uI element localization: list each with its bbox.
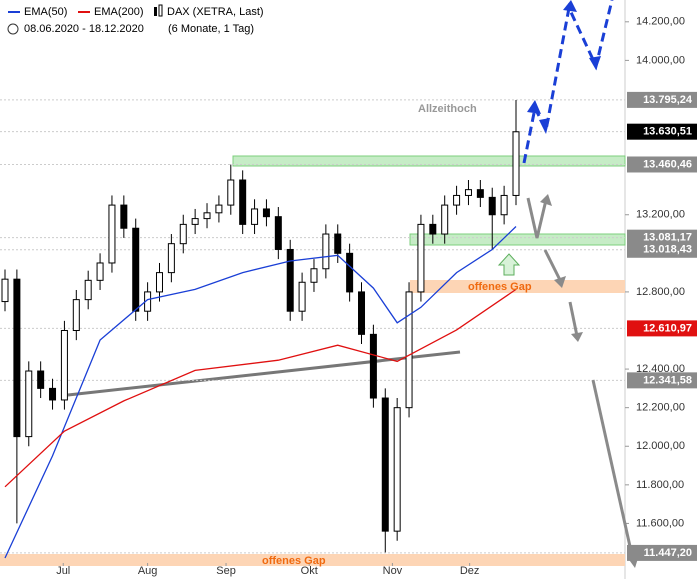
candle-body — [488, 196, 496, 216]
price-box — [627, 372, 697, 389]
candle-body — [500, 194, 508, 216]
candle-body — [215, 204, 223, 214]
y-tick-label: 12.000,00 — [636, 440, 685, 452]
price-box — [627, 320, 697, 337]
y-tick-label: 11.800,00 — [636, 479, 684, 491]
support-zone — [232, 155, 626, 167]
candle-body — [512, 131, 520, 196]
candle-body — [453, 194, 461, 206]
candle-body — [155, 272, 163, 293]
y-tick-label: 14.000,00 — [636, 54, 685, 66]
candle-body — [227, 179, 235, 206]
candle-body — [429, 223, 437, 235]
candle-body — [179, 223, 187, 245]
candle-body — [334, 233, 342, 254]
price-box — [627, 123, 697, 140]
candle-body — [346, 252, 354, 293]
candle-body — [262, 208, 270, 218]
candle-body — [108, 204, 116, 264]
candle-body — [132, 227, 140, 312]
trend-line — [67, 350, 461, 397]
candle-body — [37, 370, 45, 389]
price-label: 13.460,46 — [643, 158, 692, 170]
candle-body — [49, 387, 57, 401]
x-tick-label: Jul — [56, 565, 70, 577]
period: (6 Monate, 1 Tag) — [168, 23, 254, 35]
price-box — [627, 241, 697, 258]
support-zone — [409, 233, 626, 246]
x-tick-label: Aug — [138, 565, 158, 577]
candle-body — [310, 268, 318, 283]
legend-icon — [158, 4, 163, 17]
candle-body — [13, 278, 21, 438]
scenario-arrow — [526, 197, 635, 561]
candle-body — [239, 179, 247, 225]
price-box — [627, 156, 697, 173]
candle-body — [60, 329, 68, 401]
candle-body — [25, 370, 33, 438]
y-tick-label: 11.600,00 — [636, 517, 684, 529]
y-tick-label: 13.200,00 — [636, 209, 685, 221]
candle-body — [167, 243, 175, 274]
candle-body — [464, 189, 472, 196]
x-tick-label: Okt — [301, 565, 318, 577]
candle-body — [476, 189, 484, 198]
candle-body — [1, 278, 9, 303]
candle-body — [203, 212, 211, 220]
candle-body — [72, 299, 80, 331]
candle-body — [251, 208, 259, 225]
legend-label: EMA(200) — [94, 6, 144, 18]
candle-body — [286, 248, 294, 312]
candle-body — [393, 407, 401, 532]
buy-arrow — [497, 253, 521, 276]
candle-body — [405, 291, 413, 409]
price-label: 13.081,17 — [643, 232, 692, 244]
y-tick-label: 12.800,00 — [636, 286, 685, 298]
candle-body — [322, 233, 330, 270]
ema-line — [4, 288, 517, 488]
y-tick-label: 14.200,00 — [636, 16, 685, 28]
annotation: Allzeithoch — [418, 103, 477, 115]
gap-zone — [0, 554, 625, 566]
plot: 14.200,00 14.000,00 13.200,00 12.800,00 12.4… — [0, 16, 685, 577]
price-label: 11.447,20 — [644, 547, 692, 559]
annotation: offenes Gap — [262, 555, 326, 567]
candle-body — [358, 291, 366, 335]
x-tick-label: Nov — [383, 565, 403, 577]
x-tick-label: Dez — [460, 565, 480, 577]
price-label: 13.630,51 — [643, 126, 692, 138]
price-label: 12.610,97 — [643, 322, 692, 334]
x-tick-label: Sep — [216, 565, 236, 577]
forecast-arrow — [522, 0, 614, 164]
candle-body — [274, 216, 282, 250]
price-box — [627, 544, 697, 561]
candle-body — [84, 279, 92, 301]
ema-line — [4, 226, 517, 559]
annotation: offenes Gap — [468, 281, 532, 293]
gap-zone — [410, 280, 625, 293]
candle-body — [369, 333, 377, 399]
price-label: 13.795,24 — [643, 94, 693, 106]
candle-body — [191, 218, 199, 225]
candle-body — [381, 397, 389, 532]
price-label: 12.341,58 — [643, 374, 692, 386]
price-label: 13.018,43 — [643, 244, 692, 256]
price-box — [627, 229, 697, 246]
y-tick-label: 12.400,00 — [636, 363, 685, 375]
y-tick-label: 12.200,00 — [636, 402, 685, 414]
candle-body — [96, 262, 104, 281]
price-box — [627, 91, 697, 108]
legend-icon — [154, 7, 157, 16]
candle-body — [441, 204, 449, 235]
date-range: 08.06.2020 - 18.12.2020 — [24, 23, 144, 35]
candle-body — [417, 223, 425, 293]
arrow-heads — [527, 0, 601, 134]
chart-title: DAX (XETRA, Last) — [167, 6, 264, 18]
legend-label: EMA(50) — [24, 6, 67, 18]
clock-icon — [7, 23, 19, 35]
candle-body — [298, 281, 306, 312]
candle-body — [120, 204, 128, 229]
